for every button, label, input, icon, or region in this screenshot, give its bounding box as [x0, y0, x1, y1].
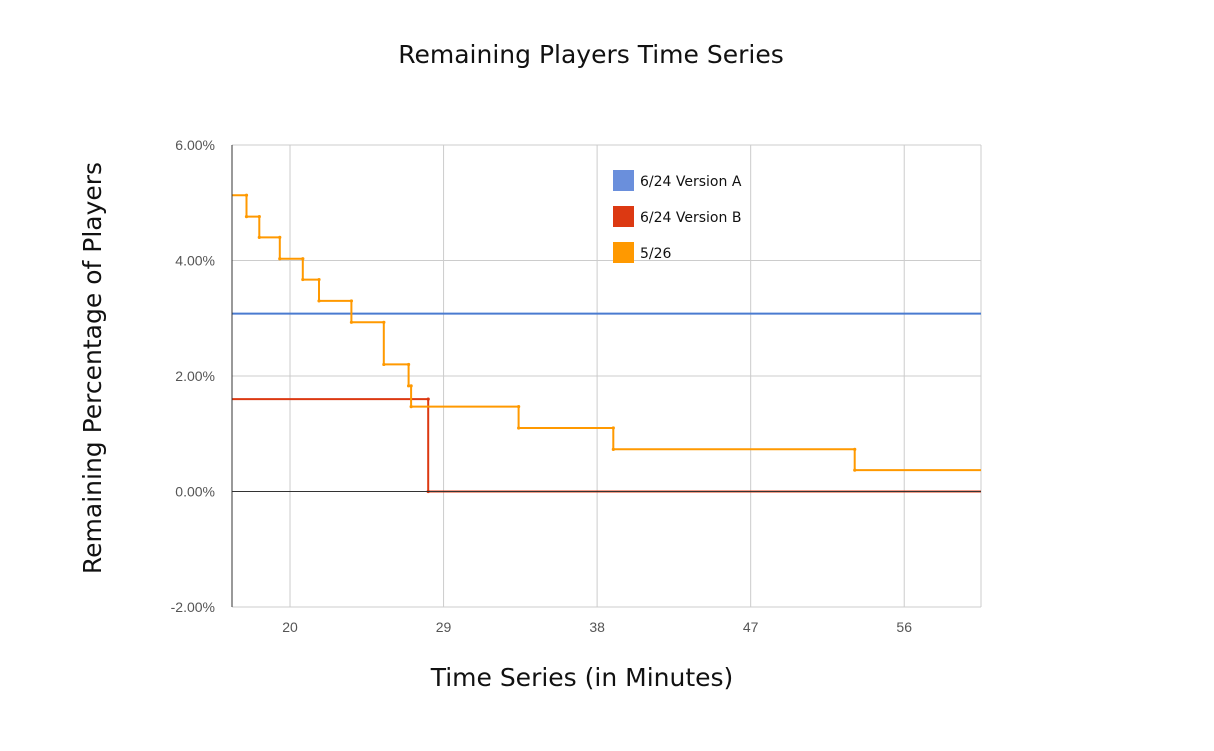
data-point: [382, 320, 386, 324]
y-tick-label: 2.00%: [175, 368, 215, 384]
gridlines: [232, 144, 982, 608]
x-tick-label: 38: [589, 619, 605, 635]
data-point: [278, 235, 282, 239]
data-point: [278, 257, 282, 261]
y-tick-label: 4.00%: [175, 253, 215, 269]
x-tick-label: 20: [282, 619, 298, 635]
data-point: [406, 362, 411, 367]
x-tick-label: 56: [896, 619, 912, 635]
legend-label-6-24-version-a: 6/24 Version A: [640, 174, 742, 190]
legend-swatch-5-26: [613, 242, 634, 263]
data-point: [257, 215, 261, 219]
data-point: [517, 426, 521, 430]
series-lines: [232, 193, 981, 494]
legend-label-6-24-version-b: 6/24 Version B: [640, 210, 741, 226]
data-point: [853, 447, 857, 451]
chart-title: Remaining Players Time Series: [398, 40, 783, 69]
x-axis-title: Time Series (in Minutes): [430, 663, 734, 692]
tick-labels: -2.00% 0.00% 2.00% 4.00% 6.00% 20 29 38 47 56: [171, 137, 913, 635]
y-tick-label: -2.00%: [171, 599, 215, 615]
y-tick-label: 6.00%: [175, 137, 215, 153]
data-point: [257, 235, 261, 239]
data-point: [409, 405, 413, 409]
data-point: [317, 277, 321, 282]
data-point: [611, 426, 615, 430]
x-tick-label: 47: [743, 619, 759, 635]
legend: 6/24 Version A 6/24 Version B 5/26: [613, 170, 742, 263]
data-point: [301, 257, 305, 261]
data-point: [406, 384, 411, 388]
legend-swatch-6-24-version-a: [613, 170, 634, 191]
data-point: [517, 405, 521, 409]
legend-swatch-6-24-version-b: [613, 206, 634, 227]
data-point: [349, 320, 354, 324]
series-line-5-26: [232, 194, 981, 472]
data-point: [301, 277, 305, 282]
data-point: [611, 447, 615, 451]
series-line-6-24-version-b: [232, 398, 981, 493]
data-point: [244, 193, 249, 197]
data-point: [409, 384, 413, 388]
data-point: [382, 362, 386, 367]
data-point: [317, 299, 321, 303]
y-axis-title: Remaining Percentage of Players: [78, 162, 107, 574]
data-point: [244, 215, 249, 219]
legend-label-5-26: 5/26: [640, 246, 672, 262]
y-tick-label: 0.00%: [175, 484, 215, 500]
data-point: [426, 397, 430, 401]
data-point: [349, 299, 354, 303]
x-tick-label: 29: [436, 619, 452, 635]
axes: [231, 145, 981, 607]
data-point: [853, 468, 857, 472]
